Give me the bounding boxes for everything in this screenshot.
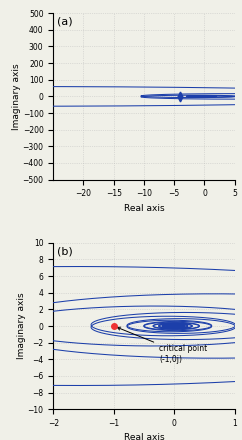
Text: critical point
(-1,0j): critical point (-1,0j)	[117, 327, 207, 364]
X-axis label: Real axis: Real axis	[124, 204, 164, 213]
Text: (b): (b)	[57, 246, 73, 256]
Y-axis label: Imaginary axis: Imaginary axis	[12, 63, 21, 130]
Y-axis label: Imaginary axis: Imaginary axis	[17, 293, 26, 359]
Text: (a): (a)	[57, 17, 73, 26]
X-axis label: Real axis: Real axis	[124, 433, 164, 440]
